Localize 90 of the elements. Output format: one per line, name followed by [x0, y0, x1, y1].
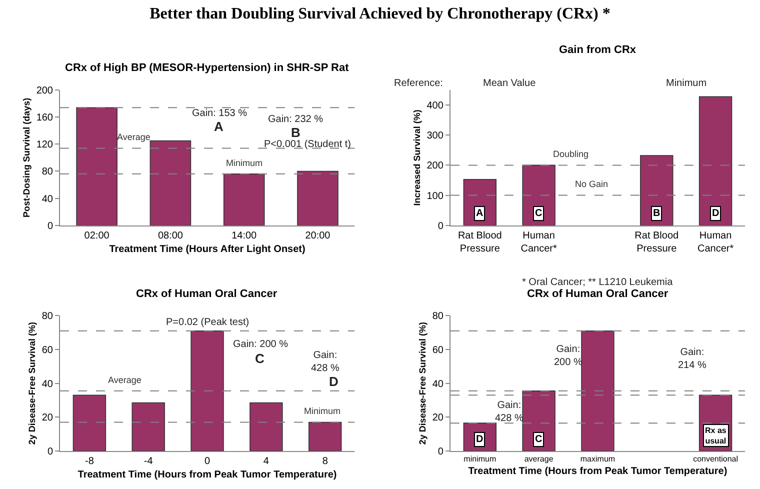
data-label: C: [535, 434, 542, 445]
data-label: D: [712, 208, 720, 219]
data-label: Rx as usual: [705, 426, 727, 446]
bar: [522, 390, 556, 451]
bar: [250, 402, 283, 451]
bar: [463, 178, 497, 226]
x-tick-label: Human Cancer*: [697, 230, 734, 254]
y-tick-label: 20: [42, 412, 54, 424]
x-axis-title: Treatment Time (Hours from Peak Tumor Temperature): [78, 470, 337, 480]
y-tick-label: 40: [42, 194, 54, 205]
y-axis-title: 2y Disease-Free Survival (%): [27, 322, 38, 445]
ref-line-label: Average: [108, 375, 142, 385]
bar: [581, 330, 614, 451]
y-tick-label: 80: [42, 311, 54, 322]
y-axis-title: Increased Survival (%): [412, 110, 422, 206]
text: * Oral Cancer; ** L1210 Leukemia: [522, 277, 674, 288]
y-tick-label: 120: [36, 140, 54, 151]
y-tick-label: 40: [42, 378, 54, 390]
annotation: A: [214, 119, 224, 134]
bar: [522, 164, 556, 226]
ref-line-label: Minimum: [304, 406, 341, 416]
x-tick-label: 0: [204, 456, 210, 467]
x-tick-label: -4: [144, 456, 154, 467]
y-tick-label: 200: [36, 86, 54, 96]
y-axis-title: 2y Disease-Free Survival (%): [418, 322, 428, 445]
x-tick-label: Rat Blood Pressure: [458, 230, 502, 254]
y-tick-label: 80: [432, 311, 444, 322]
annotation: B: [291, 125, 300, 140]
y-tick-label: 400: [426, 100, 444, 112]
x-tick-label: average: [524, 454, 554, 464]
annotation: Gain: 153 %: [192, 108, 248, 119]
text: Reference:: [394, 78, 443, 89]
data-label: A: [476, 208, 484, 219]
x-tick-label: 20:00: [305, 230, 331, 242]
x-tick-label: conventional: [693, 454, 738, 464]
bar: [297, 170, 338, 226]
chart-subtitle: Gain from CRx: [559, 44, 637, 56]
annotation: Gain: 232 %: [268, 114, 324, 125]
y-tick-label: 300: [426, 130, 444, 142]
ref-line-label: No Gain: [575, 179, 608, 189]
y-axis-title: Post-Dosing Survival (days): [22, 98, 32, 218]
annotation: P=0.02 (Peak test): [166, 317, 250, 328]
x-tick-label: 14:00: [232, 230, 258, 242]
x-tick-label: 8: [322, 456, 328, 467]
x-tick-label: Rat Blood Pressure: [634, 230, 679, 254]
bar: [640, 155, 674, 226]
annotation: Gain: 428 %: [311, 350, 340, 374]
y-tick-label: 60: [42, 344, 54, 356]
y-tick-label: 0: [47, 220, 54, 232]
chart-subtitle: CRx of Human Oral Cancer: [527, 288, 669, 300]
chart-title: Better than Doubling Survival Achieved by Chronotherapy (CRx) *: [150, 6, 610, 23]
bar: [223, 174, 265, 226]
bar: [72, 394, 106, 451]
annotation: P<0.001 (Student t): [264, 139, 352, 150]
annotation: Gain: 200 %: [233, 339, 288, 350]
y-tick-label: 100: [426, 190, 444, 202]
bar: [308, 422, 342, 451]
annotation: D: [329, 374, 338, 389]
text: Minimum: [666, 78, 707, 89]
x-tick-label: -8: [85, 456, 94, 467]
ref-line-label: Doubling: [553, 149, 589, 159]
text: Mean Value: [483, 78, 536, 89]
y-tick-label: 0: [438, 220, 444, 232]
y-tick-label: 20: [432, 412, 444, 424]
y-tick-label: 200: [426, 160, 444, 172]
chart-subtitle: CRx of Human Oral Cancer: [136, 288, 278, 300]
annotation: C: [255, 351, 265, 366]
x-tick-label: 08:00: [158, 230, 184, 242]
data-label: D: [476, 434, 484, 445]
x-tick-label: 4: [263, 456, 270, 467]
y-tick-label: 60: [432, 344, 444, 356]
data-label: C: [535, 208, 542, 219]
ref-line-label: Minimum: [226, 158, 263, 168]
x-tick-label: Human Cancer*: [520, 230, 557, 254]
annotation: Gain: 214 %: [678, 347, 706, 371]
data-label: B: [653, 208, 660, 219]
bar: [132, 402, 165, 451]
x-axis-title: Treatment Time (Hours After Light Onset): [109, 244, 306, 255]
x-tick-label: maximum: [580, 454, 616, 464]
bar: [76, 107, 118, 226]
bar: [698, 96, 732, 226]
y-tick-label: 80: [42, 166, 54, 178]
x-tick-label: 02:00: [84, 230, 110, 242]
y-tick-label: 160: [36, 112, 54, 124]
x-tick-label: minimum: [464, 454, 496, 464]
x-axis-title: Treatment Time (Hours from Peak Tumor Temperature): [468, 466, 728, 478]
y-tick-label: 40: [432, 378, 444, 390]
bar: [150, 140, 192, 226]
bar: [190, 330, 224, 451]
chart-subtitle: CRx of High BP (MESOR-Hypertension) in SHR-SP Rat: [65, 62, 350, 74]
